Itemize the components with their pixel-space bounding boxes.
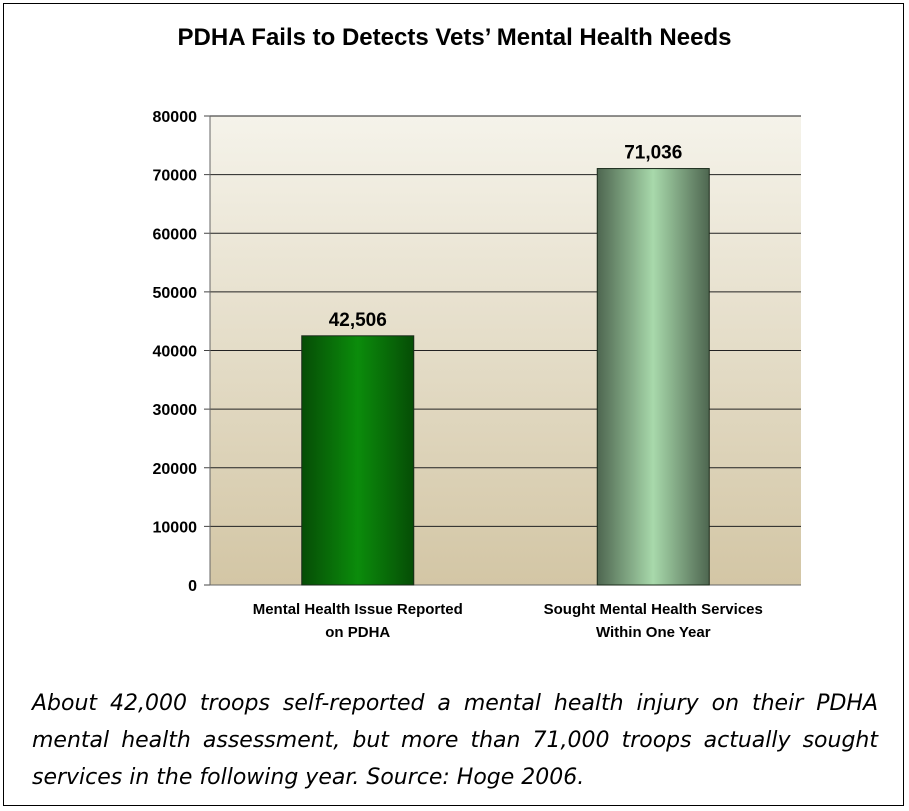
bar [301, 335, 415, 586]
chart-title: PDHA Fails to Detects Vets’ Mental Healt… [177, 24, 732, 51]
y-tick-label: 30000 [153, 402, 198, 419]
y-tick-label: 80000 [153, 109, 198, 126]
y-tick-label: 0 [188, 578, 197, 595]
y-tick-label: 20000 [153, 461, 198, 478]
y-tick-label: 50000 [153, 285, 198, 302]
y-tick-label: 10000 [153, 519, 198, 536]
y-tick-label: 40000 [153, 344, 198, 361]
y-tick-label: 60000 [153, 226, 198, 243]
x-tick-label: Mental Health Issue Reported [253, 601, 463, 618]
bar [596, 168, 710, 586]
figure-caption: About 42,000 troops self-reported a ment… [32, 691, 878, 790]
bar-value-label: 71,036 [624, 143, 682, 164]
bar-chart: 0 10000 20000 30000 40000 50000 60000 70000 8000… [153, 109, 801, 641]
x-tick-label: Sought Mental Health Services [544, 601, 763, 618]
x-tick-label: on PDHA [325, 624, 390, 641]
bar-value-label: 42,506 [329, 310, 387, 331]
y-tick-label: 70000 [153, 168, 198, 185]
x-tick-label: Within One Year [596, 624, 711, 641]
